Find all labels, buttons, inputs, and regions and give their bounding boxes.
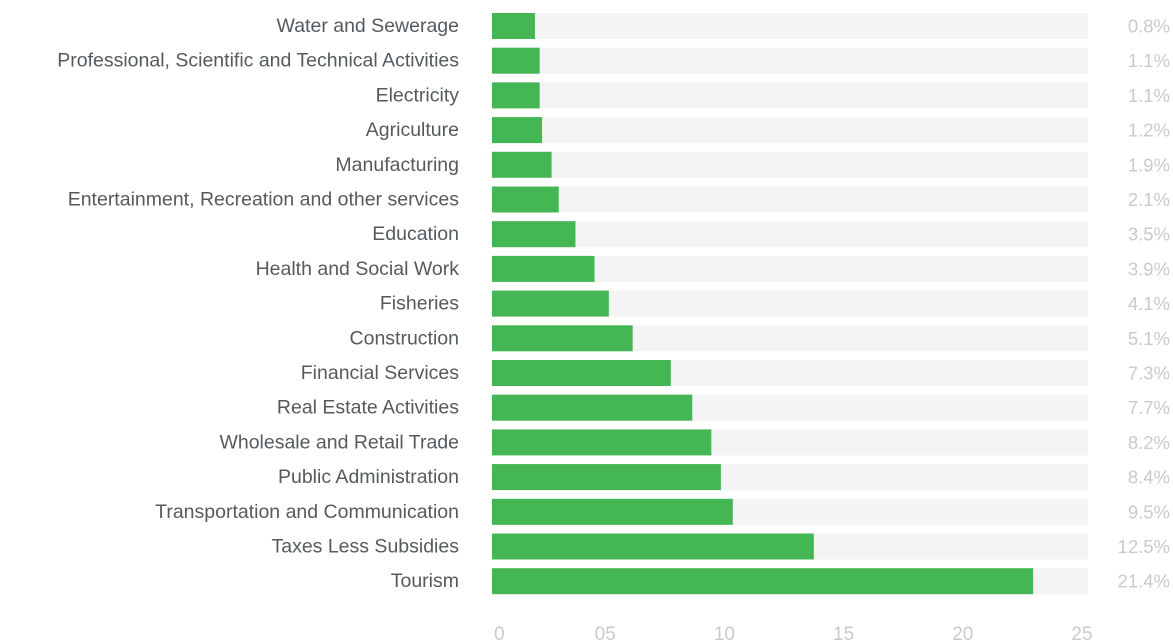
category-label: Health and Social Work	[256, 258, 460, 280]
bar	[492, 117, 543, 144]
bar	[492, 533, 814, 560]
bar-track	[492, 13, 1088, 39]
value-label: 0.8%	[1128, 16, 1170, 37]
category-label: Entertainment, Recreation and other serv…	[68, 189, 460, 211]
value-label: 7.3%	[1128, 363, 1170, 384]
x-tick-label: 25	[1071, 624, 1092, 642]
value-label: 2.1%	[1128, 189, 1170, 210]
x-tick-label: 20	[952, 624, 973, 642]
category-label: Transportation and Communication	[155, 501, 459, 523]
category-label: Taxes Less Subsidies	[271, 536, 459, 558]
bar	[492, 325, 633, 352]
category-label: Education	[372, 223, 459, 245]
x-tick-label: 0	[494, 624, 505, 642]
bar	[492, 568, 1034, 595]
bar	[492, 151, 552, 178]
bar-track	[492, 117, 1088, 144]
category-label: Water and Sewerage	[277, 15, 459, 37]
value-labels: 0.8% 1.1% 1.1% 1.2% 1.9% 2.1% 3.5% 3.9% 4.1% 5.1%…	[1118, 16, 1170, 592]
bar	[492, 47, 540, 74]
bar	[492, 186, 559, 213]
bar-track	[492, 151, 1088, 178]
value-label: 1.1%	[1128, 85, 1170, 106]
category-label: Professional, Scientific and Technical A…	[57, 50, 459, 72]
category-label: Real Estate Activities	[277, 397, 459, 419]
value-label: 8.4%	[1128, 467, 1170, 488]
bar	[492, 221, 576, 248]
bar-track	[492, 47, 1088, 74]
bar-track	[492, 186, 1088, 213]
category-label: Agriculture	[366, 119, 459, 141]
bar	[492, 255, 595, 282]
category-labels: Water and Sewerage Professional, Scientif…	[57, 15, 459, 592]
value-label: 1.1%	[1128, 50, 1170, 71]
value-label: 4.1%	[1128, 293, 1170, 314]
bar	[492, 82, 540, 109]
category-label: Financial Services	[301, 362, 459, 384]
bars	[492, 13, 1034, 595]
value-label: 5.1%	[1128, 328, 1170, 349]
bar	[492, 498, 733, 525]
bar	[492, 13, 535, 39]
bar-track	[492, 221, 1088, 248]
x-tick-label: 10	[714, 624, 735, 642]
x-axis-ticks: 0 05 10 15 20 25	[494, 624, 1093, 642]
bar	[492, 290, 609, 317]
x-tick-label: 05	[595, 624, 616, 642]
value-label: 7.7%	[1128, 397, 1170, 418]
value-label: 1.2%	[1128, 120, 1170, 141]
x-tick-label: 15	[833, 624, 854, 642]
value-label: 3.9%	[1128, 258, 1170, 279]
category-label: Manufacturing	[335, 154, 459, 176]
value-label: 8.2%	[1128, 432, 1170, 453]
value-label: 1.9%	[1128, 154, 1170, 175]
value-label: 12.5%	[1118, 536, 1170, 557]
category-label: Fisheries	[380, 293, 459, 315]
category-label: Wholesale and Retail Trade	[219, 431, 459, 453]
category-label: Tourism	[391, 570, 459, 592]
bar	[492, 429, 712, 456]
value-label: 21.4%	[1118, 571, 1170, 592]
bar	[492, 464, 721, 491]
bar	[492, 394, 693, 421]
category-label: Electricity	[376, 84, 460, 106]
value-label: 3.5%	[1128, 224, 1170, 245]
category-label: Public Administration	[278, 466, 459, 488]
bar-track	[492, 82, 1088, 109]
category-label: Construction	[350, 327, 459, 349]
value-label: 9.5%	[1128, 501, 1170, 522]
bar	[492, 360, 671, 386]
